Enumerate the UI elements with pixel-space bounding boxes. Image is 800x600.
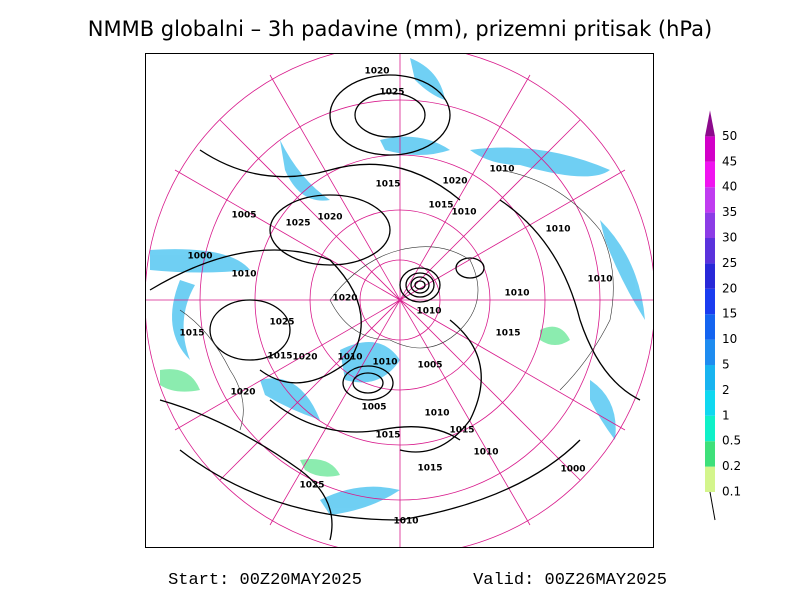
colorbar-bin	[705, 415, 715, 442]
colorbar-label: 0.1	[722, 485, 741, 499]
colorbar-bin	[705, 187, 715, 213]
isobar-label: 1010	[473, 448, 498, 458]
colorbar-label: 0.5	[722, 434, 741, 448]
isobar-label: 1020	[364, 67, 389, 77]
precipitation	[150, 58, 645, 515]
colorbar-label: 45	[722, 154, 737, 168]
isobar-label: 1025	[285, 219, 310, 229]
isobar-label: 1010	[545, 225, 570, 235]
colorbar-bin	[705, 212, 715, 238]
start-time: Start: 00Z20MAY2025	[168, 571, 362, 590]
colorbar-label: 20	[722, 281, 737, 295]
isobar-label: 1020	[442, 177, 467, 187]
map	[146, 54, 653, 547]
isobar-label: 1000	[187, 252, 212, 262]
isobar-label: 1000	[560, 465, 585, 475]
colorbar-bin	[705, 161, 715, 188]
isobar-label: 1010	[231, 270, 256, 280]
colorbar-label: 5	[722, 358, 730, 372]
colorbar-bin	[705, 288, 715, 315]
isobar-label: 1010	[337, 353, 362, 363]
graticule	[146, 54, 653, 547]
isobar-label: 1025	[379, 88, 404, 98]
colorbar-label: 15	[722, 307, 737, 321]
isobar-label: 1020	[230, 388, 255, 398]
isobar-label: 1005	[231, 211, 256, 221]
colorbar-label: 35	[722, 205, 737, 219]
isobar-label: 1010	[372, 358, 397, 368]
isobar-label: 1010	[393, 517, 418, 527]
colorbar-bin	[705, 339, 715, 365]
isobar-label: 1015	[375, 180, 400, 190]
colorbar-label: 25	[722, 256, 737, 270]
isobar-label: 1015	[428, 201, 453, 211]
isobar-label: 1015	[179, 329, 204, 339]
colorbar-tail	[709, 491, 716, 521]
isobar-label: 1010	[489, 165, 514, 175]
colorbar-bin	[705, 238, 715, 264]
isobar-label: 1020	[332, 294, 357, 304]
isobar-label: 1015	[495, 329, 520, 339]
isobar-label: 1015	[449, 426, 474, 436]
isobar-label: 1020	[317, 213, 342, 223]
colorbar-label: 40	[722, 180, 737, 194]
isobar-label: 1025	[299, 481, 324, 491]
isobar-label: 1010	[424, 409, 449, 419]
colorbar-bin	[705, 314, 715, 340]
colorbar-label: 30	[722, 231, 737, 245]
colorbar-arrow	[705, 110, 715, 137]
isobar-label: 1015	[267, 352, 292, 362]
colorbar-label: 10	[722, 332, 737, 346]
isobars	[149, 74, 641, 541]
colorbar-bin	[705, 466, 715, 492]
isobar-label: 1015	[417, 464, 442, 474]
isobar-label: 1010	[504, 289, 529, 299]
valid-time: Valid: 00Z26MAY2025	[473, 571, 667, 590]
colorbar-bin	[705, 365, 715, 391]
map-frame	[145, 53, 654, 548]
coastlines	[179, 169, 614, 431]
isobar-label: 1005	[361, 403, 386, 413]
colorbar-label: 50	[722, 129, 737, 143]
isobar-label: 1010	[416, 307, 441, 317]
colorbar-label: 1	[722, 408, 730, 422]
colorbar-label: 0.2	[722, 459, 741, 473]
title: NMMB globalni – 3h padavine (mm), prizem…	[88, 17, 712, 41]
isobar-label: 1020	[292, 353, 317, 363]
colorbar-bin	[705, 136, 715, 162]
colorbar-bin	[705, 390, 715, 416]
isobar-label: 1005	[417, 361, 442, 371]
isobar-label: 1010	[587, 275, 612, 285]
colorbar-bin	[705, 263, 715, 289]
isobar-label: 1015	[375, 431, 400, 441]
precipitation-light	[160, 326, 570, 477]
colorbar-bin	[705, 441, 715, 467]
isobar-label: 1025	[269, 318, 294, 328]
colorbar-label: 2	[722, 383, 730, 397]
isobar-label: 1010	[451, 208, 476, 218]
